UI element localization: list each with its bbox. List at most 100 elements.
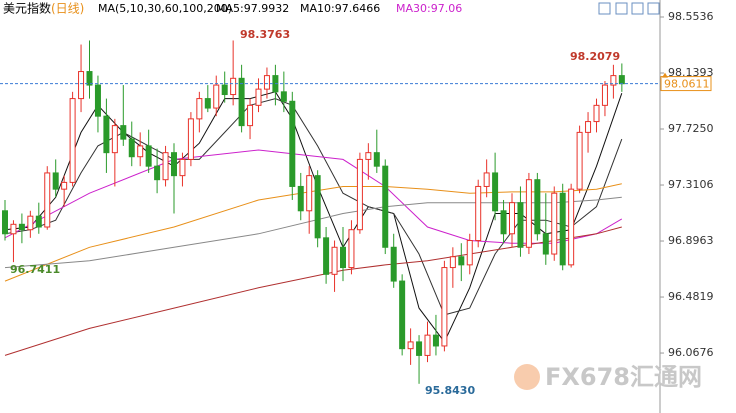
candle-body: [525, 179, 532, 248]
candle-body: [94, 84, 101, 117]
candle-body: [500, 210, 507, 235]
last-price-box: [660, 76, 712, 92]
last-price-arrow: [662, 72, 668, 78]
candle-body: [483, 172, 490, 187]
ma-line: [4, 91, 623, 343]
candle-body: [2, 210, 8, 235]
candle-body: [601, 84, 608, 106]
candle-body: [179, 158, 186, 177]
ma-legend: MA10:97.6466: [300, 2, 380, 15]
ma-line: [4, 98, 623, 316]
candle-body: [61, 181, 68, 190]
candle-body: [441, 267, 448, 347]
candle-body: [432, 334, 439, 347]
candle-body: [348, 229, 355, 269]
candle-body: [255, 88, 262, 106]
candle-body: [340, 246, 346, 269]
y-tick-label: 96.8963: [668, 234, 714, 247]
candle-body: [466, 240, 473, 266]
candle-body: [27, 215, 34, 231]
tool-icon[interactable]: [615, 2, 628, 15]
candle-body: [475, 185, 482, 242]
candle-body: [213, 84, 220, 109]
candle-body: [585, 121, 592, 133]
candle-body: [610, 75, 617, 86]
candle-body: [492, 172, 499, 212]
candle-body: [576, 131, 583, 190]
candle-body: [221, 84, 228, 96]
candle-body: [44, 172, 51, 228]
price-annotation: 95.8430: [425, 384, 475, 397]
candle-body: [297, 185, 304, 212]
candle-body: [458, 256, 465, 266]
candle-body: [171, 152, 177, 177]
y-tick-label: 96.4819: [668, 290, 714, 303]
chart-title: 美元指数: [3, 1, 51, 16]
candle-body: [69, 98, 76, 183]
candle-body: [204, 98, 211, 109]
candle-body: [78, 71, 85, 100]
candle-body: [196, 98, 203, 120]
candle-body: [128, 138, 135, 158]
candle-body: [323, 237, 330, 275]
candle-body: [120, 125, 127, 140]
candle-body: [509, 202, 515, 235]
candle-body: [280, 91, 287, 102]
price-annotation: 98.2079: [570, 50, 620, 63]
price-annotation: 98.3763: [240, 28, 290, 41]
candle-body: [593, 104, 600, 123]
ma-legend: MA30:97.06: [396, 2, 462, 15]
tool-icon[interactable]: [598, 2, 611, 15]
candle-body: [416, 341, 423, 356]
tool-icon[interactable]: [631, 2, 644, 15]
candle-body: [365, 152, 372, 160]
price-annotation: 96.7411: [10, 263, 60, 276]
candle-body: [111, 125, 118, 154]
candle-body: [390, 246, 397, 282]
candle-body: [35, 215, 42, 228]
tool-icon[interactable]: [647, 2, 660, 15]
candle-body: [331, 246, 338, 275]
candle-body: [137, 145, 144, 158]
candle-body: [86, 71, 93, 86]
candle-body: [187, 118, 194, 160]
y-tick-label: 97.3106: [668, 178, 714, 191]
candle-body: [263, 75, 270, 90]
candle-body: [238, 77, 245, 127]
candle-body: [424, 334, 431, 356]
y-tick-label: 96.0676: [668, 346, 714, 359]
candle-body: [399, 280, 406, 350]
candle-body: [52, 172, 59, 190]
candle-body: [289, 100, 296, 187]
ma-line: [4, 183, 622, 282]
chart-subtitle: (日线): [51, 2, 84, 16]
candle-body: [103, 115, 110, 154]
candle-body: [230, 77, 237, 96]
candle-body: [18, 223, 25, 231]
candle-body: [517, 202, 524, 248]
candle-body: [559, 192, 566, 266]
candle-body: [154, 165, 161, 181]
candle-body: [568, 188, 575, 266]
ma-legend: MA(5,10,30,60,100,200): [98, 2, 232, 15]
candle-body: [373, 152, 380, 167]
candle-body: [407, 341, 414, 350]
y-tick-label: 97.7250: [668, 122, 714, 135]
last-price-label: 98.0611: [664, 78, 710, 91]
candle-body: [247, 104, 254, 127]
candle-body: [618, 75, 625, 85]
candle-body: [10, 223, 17, 235]
candle-body: [449, 256, 456, 269]
watermark-logo: [514, 364, 540, 390]
candle-body: [551, 192, 558, 255]
candle-body: [534, 179, 541, 235]
candle-body: [145, 145, 152, 167]
y-tick-label: 98.1393: [668, 66, 714, 79]
candle-body: [162, 152, 169, 181]
candle-body: [306, 175, 313, 212]
toolbar: [598, 2, 660, 15]
candle-body: [542, 233, 549, 255]
candle-body: [314, 175, 321, 239]
